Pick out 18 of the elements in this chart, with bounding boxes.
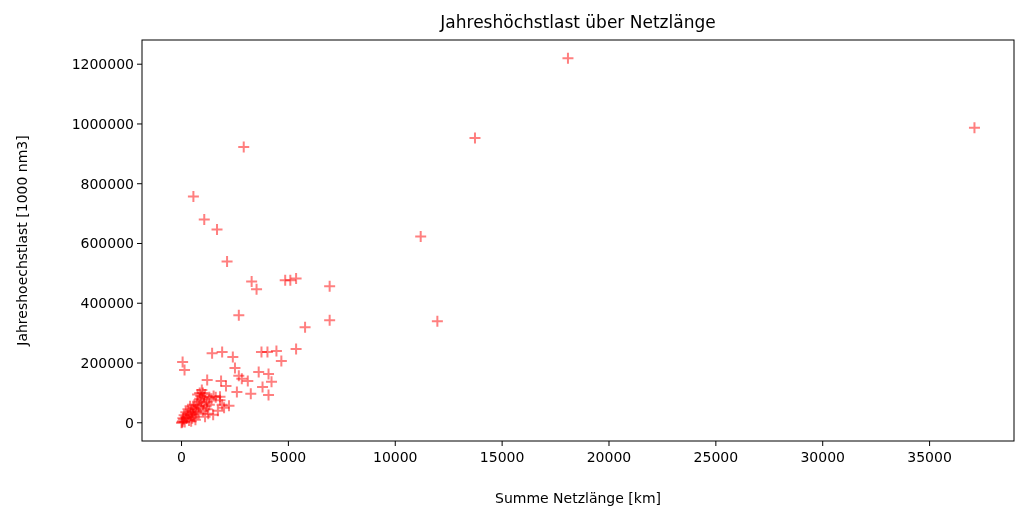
chart-title: Jahreshöchstlast über Netzlänge xyxy=(439,12,716,32)
y-tick-label: 1200000 xyxy=(71,56,134,73)
x-tick-label: 0 xyxy=(177,449,186,465)
y-tick-label: 1000000 xyxy=(71,115,134,132)
x-tick-label: 30000 xyxy=(800,449,845,465)
x-axis-title: Summe Netzlänge [km] xyxy=(495,490,661,506)
y-tick-label: 200000 xyxy=(80,354,134,371)
x-tick-label: 15000 xyxy=(479,449,525,465)
x-tick-label: 35000 xyxy=(907,449,952,465)
y-tick-label: 0 xyxy=(125,414,134,431)
y-tick-label: 800000 xyxy=(80,175,134,192)
x-tick-label: 10000 xyxy=(372,449,418,465)
y-axis-title: Jahreshoechstlast [1000 nm3] xyxy=(14,135,30,347)
x-tick-label: 25000 xyxy=(693,449,739,465)
y-tick-label: 400000 xyxy=(80,295,134,312)
y-tick-label: 600000 xyxy=(80,235,134,252)
x-tick-label: 5000 xyxy=(270,449,307,465)
x-tick-label: 20000 xyxy=(586,449,632,465)
